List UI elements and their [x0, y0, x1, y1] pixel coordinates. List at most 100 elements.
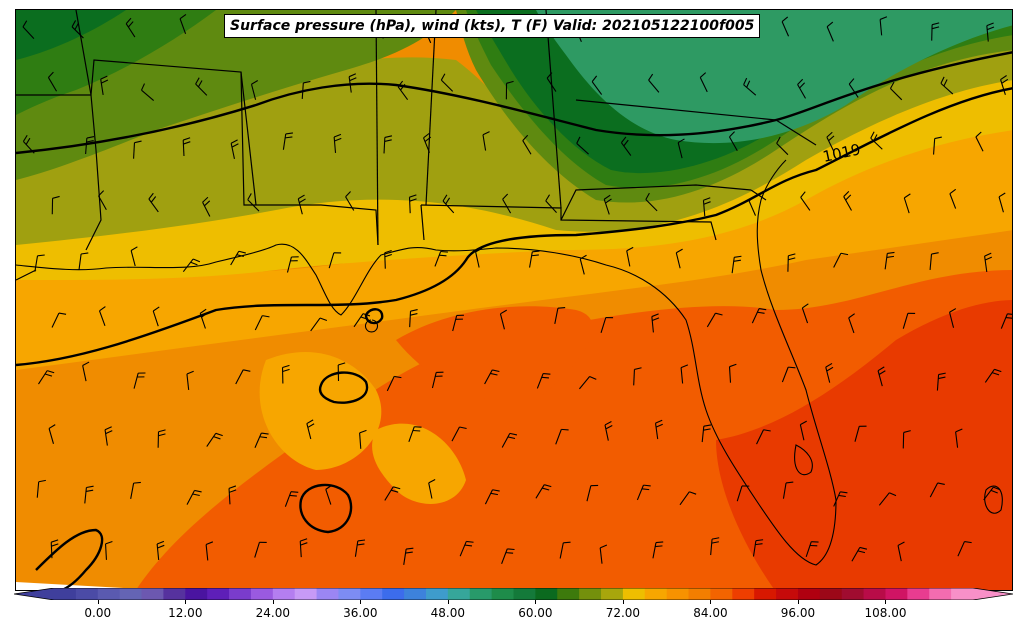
wind-barb — [929, 482, 945, 498]
colorbar-tick-label: 96.00 — [780, 606, 816, 620]
wind-barb — [71, 20, 84, 39]
colorbar-extend-high — [973, 588, 1013, 600]
map-canvas: 1019 — [16, 10, 1012, 590]
wind-barb — [228, 485, 237, 505]
wind-barb — [286, 256, 299, 273]
wind-barb — [428, 479, 436, 499]
wind-barb — [22, 134, 35, 154]
colorbar-segment — [360, 588, 383, 600]
wind-barb — [1000, 75, 1009, 95]
wind-barb — [85, 136, 95, 155]
wind-barb — [903, 193, 911, 214]
wind-barb — [328, 252, 342, 269]
wind-barb — [205, 541, 214, 561]
colorbar-tickmark — [185, 600, 187, 604]
wind-barb — [51, 312, 67, 328]
colorbar-segment — [710, 588, 733, 600]
wind-barb — [440, 73, 454, 92]
wind-barb — [384, 249, 392, 269]
wind-barb — [929, 252, 939, 271]
colorbar-tick-label: 72.00 — [605, 606, 641, 620]
wind-barb — [403, 547, 414, 565]
wind-barb — [776, 136, 789, 156]
wind-barb — [879, 16, 888, 36]
wind-barb — [484, 369, 500, 385]
wind-barb — [22, 20, 35, 39]
colorbar-segment — [447, 588, 471, 600]
wind-barb — [983, 486, 1001, 501]
wind-barb — [782, 481, 794, 499]
wind-barb — [522, 134, 532, 155]
weather-map: 1019 — [15, 9, 1013, 591]
wind-barb — [306, 419, 315, 440]
colorbar-segment — [163, 588, 186, 600]
wind-barb — [576, 136, 589, 155]
colorbar-segment — [885, 588, 908, 600]
colorbar-extend-low — [14, 588, 54, 600]
colorbar-tick-label: 84.00 — [693, 606, 728, 620]
wind-barb — [870, 131, 883, 150]
wind-barb — [781, 366, 796, 383]
wind-barb — [442, 194, 455, 214]
isobar-southwest — [35, 528, 104, 590]
wind-barb — [781, 16, 790, 37]
wind-barb — [397, 80, 409, 101]
wind-barb — [78, 252, 89, 270]
wind-barb — [957, 541, 972, 557]
wind-barb — [133, 372, 146, 389]
colorbar-tick-label: 0.00 — [84, 606, 112, 620]
isobar-high-2 — [318, 371, 369, 404]
colorbar-segment — [316, 588, 340, 600]
wind-barb — [679, 491, 697, 506]
wind-barb — [254, 541, 267, 558]
wind-barb — [748, 195, 757, 216]
wind-barb — [505, 80, 514, 100]
wind-barb — [984, 252, 993, 273]
colorbar-segment — [338, 588, 361, 600]
wind-barb — [281, 364, 290, 384]
wind-barb — [743, 77, 757, 96]
wind-barb — [1000, 313, 1012, 329]
wind-barb — [104, 540, 113, 560]
wind-barb — [706, 312, 723, 328]
colorbar-tickmark — [535, 600, 537, 604]
wind-barb — [348, 73, 357, 93]
colorbar-segment — [666, 588, 690, 600]
wind-barb — [254, 432, 269, 448]
wind-barb — [586, 484, 599, 502]
wind-barb — [805, 541, 819, 558]
colorbar-segment — [382, 588, 405, 600]
colorbar-segment — [513, 588, 536, 600]
wind-barb — [337, 362, 346, 382]
wind-barb — [902, 312, 916, 329]
wind-barb — [354, 539, 366, 557]
wind-barb — [897, 541, 905, 562]
wind-barb — [148, 192, 159, 213]
wind-barb — [799, 420, 807, 441]
wind-barb — [949, 188, 957, 209]
wind-barb — [475, 247, 483, 268]
wind-barb — [230, 250, 246, 266]
colorbar-segment — [688, 588, 712, 600]
colorbar-tickmark — [97, 600, 99, 604]
wind-barb — [889, 81, 903, 101]
colorbar-segment — [294, 588, 318, 600]
temp-field-light-orange — [259, 351, 382, 470]
colorbar-segment — [469, 588, 493, 600]
colorbar-tick-label: 48.00 — [430, 606, 466, 620]
wind-barb — [130, 481, 141, 499]
wind-barb — [50, 539, 59, 559]
wind-barb — [626, 246, 634, 267]
wind-barb — [756, 429, 771, 445]
wind-barb — [848, 78, 859, 98]
wind-barb — [182, 137, 191, 157]
wind-barb — [854, 425, 867, 442]
colorbar-segment — [535, 588, 558, 600]
map-title: Surface pressure (hPa), wind (kts), T (F… — [224, 14, 761, 38]
wind-barb — [284, 491, 299, 507]
wind-barb — [179, 14, 187, 34]
wind-barb — [645, 192, 658, 212]
temp-field-dark-green-2 — [16, 10, 126, 60]
wind-barb — [651, 313, 660, 333]
wind-barb — [878, 492, 897, 506]
